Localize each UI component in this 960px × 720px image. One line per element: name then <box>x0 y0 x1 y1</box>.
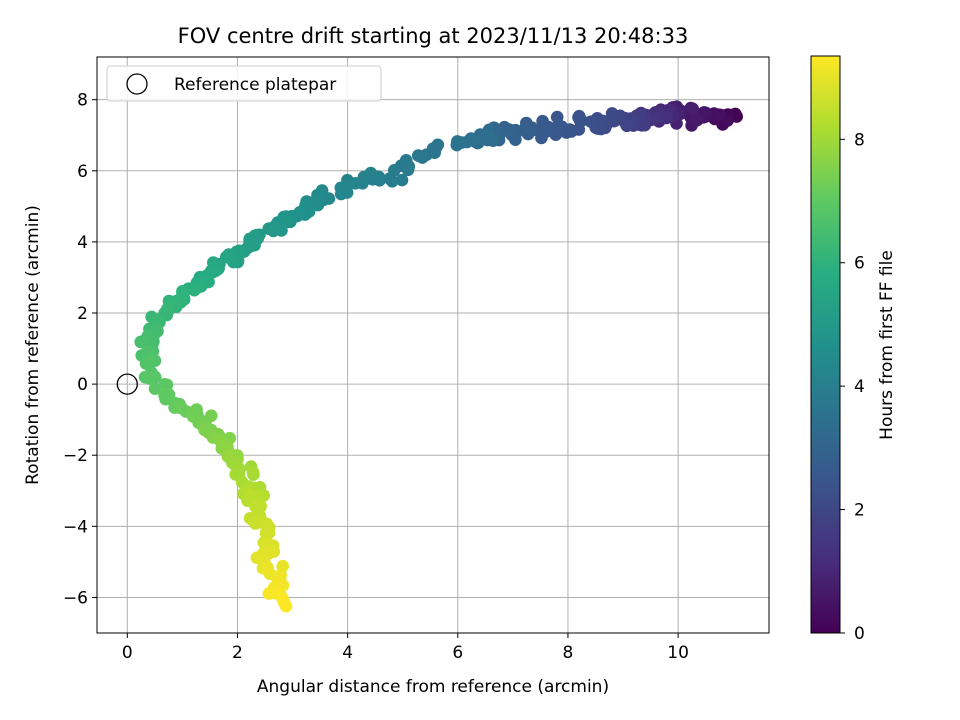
colorbar-ticks: 0 2 4 6 8 <box>840 130 865 644</box>
y-tick-label: −6 <box>63 588 88 608</box>
data-point <box>540 125 553 138</box>
data-point <box>469 135 483 149</box>
reference-point <box>116 373 138 395</box>
colorbar-tick-label: 2 <box>854 501 865 521</box>
x-tick-label: 8 <box>563 643 574 663</box>
data-point <box>311 198 325 212</box>
data-point <box>148 382 162 396</box>
colorbar-tick-label: 0 <box>854 624 865 644</box>
data-point <box>551 119 565 133</box>
x-tick-label: 2 <box>232 643 243 663</box>
data-point <box>260 526 273 540</box>
y-axis-label: Rotation from reference (arcmin) <box>23 205 43 485</box>
x-axis-label: Angular distance from reference (arcmin) <box>257 677 609 697</box>
data-point <box>416 151 429 164</box>
y-tick-label: −2 <box>63 446 88 466</box>
data-point <box>188 283 201 297</box>
data-point <box>334 187 348 201</box>
data-point <box>649 112 662 125</box>
data-point <box>401 163 415 177</box>
colorbar-label: Hours from first FF file <box>877 250 897 440</box>
data-point <box>143 372 156 385</box>
data-point <box>383 172 397 185</box>
y-tick-label: −4 <box>63 517 88 537</box>
colorbar-gradient <box>810 55 841 634</box>
data-point <box>198 423 211 437</box>
data-point <box>480 130 494 143</box>
data-point <box>605 107 619 120</box>
data-point <box>158 389 171 402</box>
data-point <box>713 108 726 121</box>
y-tick-label: 6 <box>77 162 88 182</box>
data-point <box>505 128 519 142</box>
data-point <box>279 599 293 613</box>
data-point <box>172 401 186 414</box>
legend-box <box>106 65 382 102</box>
x-tick-label: 10 <box>667 643 689 663</box>
y-tick-label: 2 <box>77 304 88 324</box>
legend: Reference platepar <box>106 65 382 102</box>
x-tick-label: 6 <box>452 643 463 663</box>
y-tick-label: 0 <box>77 375 88 395</box>
legend-entry: Reference platepar <box>174 75 336 95</box>
data-point <box>249 517 262 530</box>
colorbar-tick-label: 4 <box>854 377 865 397</box>
data-point <box>138 334 151 347</box>
data-point <box>451 135 464 148</box>
y-tick-label: 4 <box>77 233 88 253</box>
data-point <box>364 166 378 180</box>
colorbar-tick-label: 6 <box>854 254 865 274</box>
colorbar: 0 2 4 6 8 Hours from first FF file <box>810 55 897 644</box>
data-point <box>267 224 280 238</box>
y-tick-label: 8 <box>77 91 88 111</box>
colorbar-tick-label: 8 <box>854 130 865 150</box>
data-point <box>634 109 647 122</box>
data-point <box>395 173 409 187</box>
reference-marker <box>116 373 138 395</box>
data-point <box>460 135 474 149</box>
y-axis-ticks: −6 −4 −2 0 2 4 6 8 <box>63 91 97 608</box>
data-point <box>158 378 172 391</box>
legend-marker <box>126 73 148 95</box>
data-point <box>584 115 598 128</box>
data-point <box>620 118 633 131</box>
data-point <box>205 409 218 423</box>
plot-frame <box>96 56 770 634</box>
data-point <box>686 102 699 116</box>
data-point <box>246 465 260 479</box>
data-points <box>134 100 743 613</box>
data-point <box>573 114 587 128</box>
x-tick-label: 0 <box>122 643 133 663</box>
grid-lines <box>97 57 769 633</box>
data-point <box>261 561 274 574</box>
data-point <box>699 106 712 120</box>
x-tick-label: 4 <box>342 643 353 663</box>
x-axis-ticks: 0 2 4 6 8 10 <box>122 633 689 663</box>
chart-title: FOV centre drift starting at 2023/11/13 … <box>178 24 689 48</box>
data-point <box>243 488 257 502</box>
